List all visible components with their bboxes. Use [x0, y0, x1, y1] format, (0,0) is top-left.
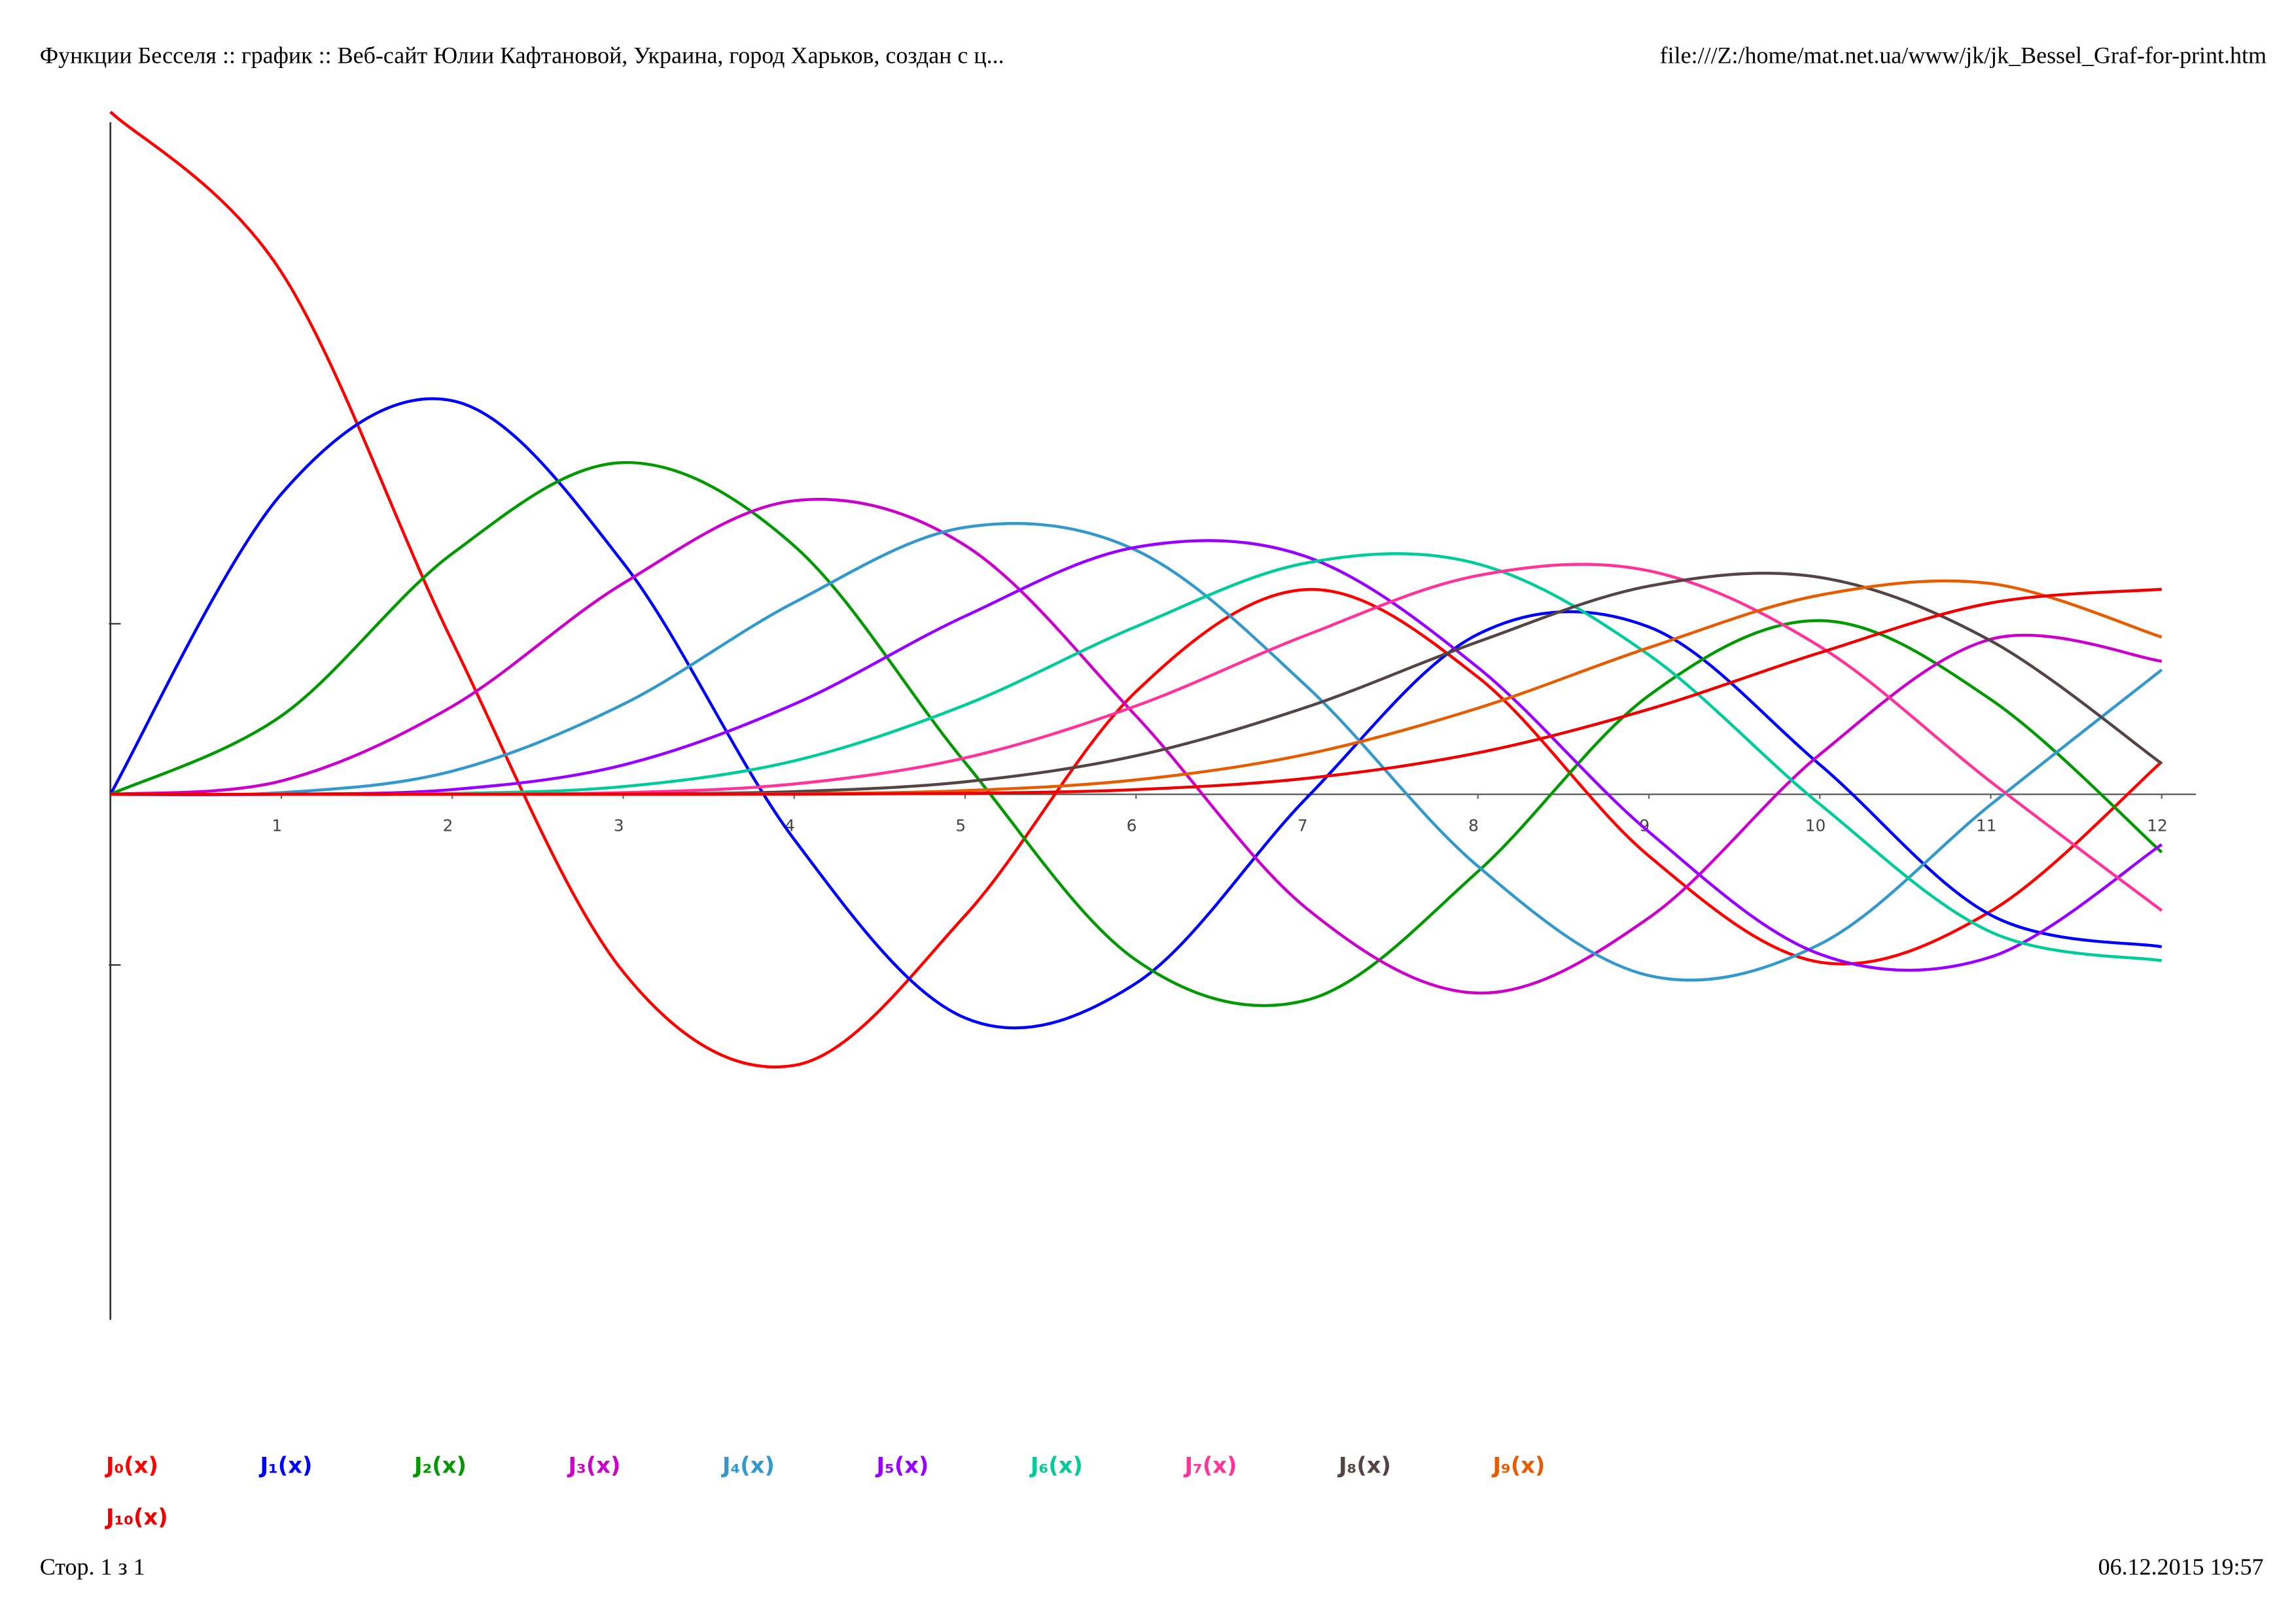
legend-entry: J₂(x): [413, 1453, 467, 1478]
x-tick-label: 10: [1805, 816, 1826, 835]
x-tick-label: 5: [955, 816, 966, 835]
series-line: [110, 587, 2162, 796]
series-line: [109, 111, 2163, 1069]
series-line: [109, 461, 2163, 1007]
legend-entry: J₁(x): [258, 1453, 312, 1478]
legend-entry: J₈(x): [1337, 1453, 1391, 1478]
series-line: [109, 397, 2163, 1030]
legend-entry: J₄(x): [721, 1453, 775, 1478]
legend-entry: J₀(x): [105, 1453, 158, 1478]
x-tick-label: 6: [1127, 816, 1137, 835]
series-line: [110, 539, 2163, 972]
x-tick-label: 12: [2147, 816, 2167, 835]
x-tick-label: 1: [272, 816, 282, 835]
x-tick-label: 11: [1976, 816, 1996, 835]
x-tick-label: 8: [1468, 816, 1479, 835]
legend-entry: J₇(x): [1184, 1453, 1237, 1478]
header-url: file:///Z:/home/mat.net.ua/www/jk/jk_Bes…: [1660, 43, 2267, 69]
series-line: [110, 498, 2163, 995]
x-tick-label: 2: [443, 816, 453, 835]
legend-entry: J₆(x): [1029, 1453, 1083, 1478]
footer-date: 06.12.2015 19:57: [2098, 1554, 2264, 1580]
legend-entry: J₉(x): [1492, 1453, 1545, 1478]
legend-entry: J₁₀(x): [105, 1504, 168, 1529]
header-title: Функции Бесселя :: график :: Веб-сайт Юл…: [40, 43, 1004, 69]
x-tick-label: 3: [614, 816, 624, 835]
series-line: [110, 521, 2163, 982]
legend-entry: J₅(x): [875, 1453, 929, 1478]
x-tick-label: 7: [1298, 816, 1308, 835]
footer-page: Стор. 1 з 1: [40, 1554, 145, 1580]
legend-entry: J₃(x): [567, 1453, 620, 1478]
